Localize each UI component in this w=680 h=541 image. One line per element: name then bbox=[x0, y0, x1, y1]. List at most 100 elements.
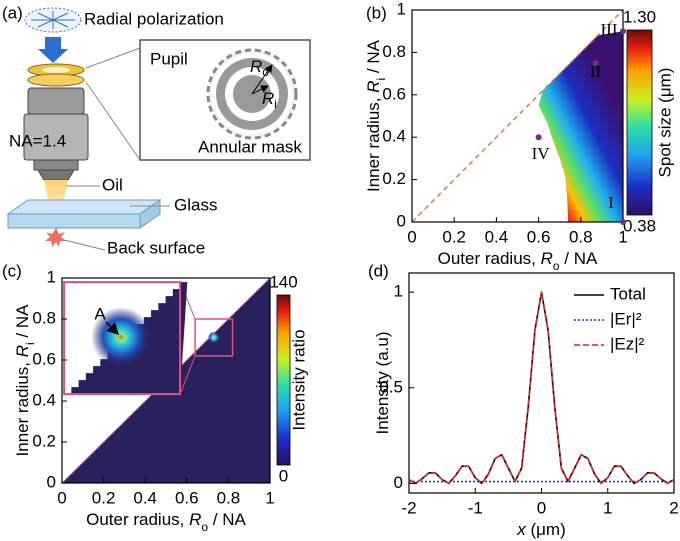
radius-arrow bbox=[251, 64, 273, 95]
hotspot bbox=[207, 331, 220, 344]
annotation-point bbox=[592, 60, 599, 66]
x-tick-label: 0 bbox=[407, 227, 416, 246]
diagram-label: Glass bbox=[174, 195, 217, 214]
diagram-label: Back surface bbox=[107, 238, 205, 257]
y-tick-label: 0.6 bbox=[382, 84, 406, 103]
x-tick-label: 1 bbox=[265, 488, 274, 507]
y-axis-label-part: Intensity (a.u) bbox=[373, 332, 392, 435]
glass-front bbox=[7, 213, 141, 229]
y-tick-label: 0.6 bbox=[32, 349, 56, 368]
legend-label: Total bbox=[610, 284, 646, 303]
x-axis-label-part: o bbox=[201, 520, 208, 534]
x-axis-label: x (μm) bbox=[516, 520, 566, 539]
x-tick-label: 0.4 bbox=[133, 488, 157, 507]
panel-label: (b) bbox=[366, 3, 387, 22]
annotation-point bbox=[535, 134, 542, 141]
colorbar bbox=[276, 294, 291, 466]
colorbar-label: Spot size (μm) bbox=[655, 68, 674, 178]
colorbar-label: Intensity ratio bbox=[289, 329, 308, 430]
annotation-label: IV bbox=[532, 144, 551, 163]
annotation-label: II bbox=[590, 62, 602, 81]
x-tick-label: 0.8 bbox=[217, 488, 241, 507]
diagram: Radial polarization Pupil Ro Ri Annular … bbox=[6, 7, 311, 257]
x-axis-label-part: R bbox=[541, 249, 553, 268]
annotation-arrow bbox=[105, 321, 120, 336]
x-tick-label: 1 bbox=[618, 227, 627, 246]
x-tick-label: 0.6 bbox=[175, 488, 199, 507]
y-tick-label: 0.5 bbox=[379, 377, 403, 396]
y-tick-label: 0.8 bbox=[32, 308, 56, 327]
y-tick-label: 0 bbox=[397, 211, 406, 230]
diagram-label: Pupil bbox=[150, 49, 188, 68]
x-axis-label-part: / NA bbox=[208, 510, 246, 529]
beam-arrow bbox=[38, 37, 68, 63]
legend-label: |Ez|² bbox=[610, 334, 645, 353]
mask-center bbox=[42, 67, 70, 73]
y-tick-label: 1 bbox=[394, 282, 403, 301]
y-tick-label: 1 bbox=[47, 267, 56, 286]
y-axis-label: Inner radius, Ri / NA bbox=[364, 39, 388, 192]
plot-frame bbox=[61, 277, 271, 484]
x-axis-label: Outer radius, Ro / NA bbox=[438, 249, 598, 273]
annotation-point bbox=[118, 334, 124, 340]
x-tick-label: 0.6 bbox=[527, 227, 551, 246]
y-tick-label: 0.8 bbox=[382, 42, 406, 61]
colorbar-tick-label: 0 bbox=[279, 466, 288, 485]
x-tick-label: 0 bbox=[537, 498, 546, 517]
radius-arrow bbox=[251, 85, 269, 95]
x-tick-label: 0.4 bbox=[485, 227, 509, 246]
y-tick-label: 1 bbox=[397, 0, 406, 18]
x-tick-label: -1 bbox=[468, 498, 483, 517]
plot-frame bbox=[408, 272, 675, 494]
x-axis-label-part: R bbox=[189, 510, 201, 529]
y-axis-label-part: R bbox=[364, 80, 383, 92]
zoom-box bbox=[194, 318, 234, 357]
x-tick-label: 0 bbox=[57, 488, 66, 507]
y-axis-label-part: i bbox=[23, 342, 37, 345]
x-axis-label-part: Outer radius, bbox=[438, 249, 541, 268]
y-tick-label: 0.4 bbox=[382, 127, 406, 146]
glass-side bbox=[139, 199, 161, 229]
colorbar-tick-label: 1.30 bbox=[623, 7, 656, 26]
objective-tip bbox=[37, 169, 75, 181]
y-axis-label-part: R bbox=[13, 345, 32, 357]
diagram-label: Annular mask bbox=[198, 137, 302, 156]
colorbar bbox=[626, 29, 653, 216]
y-axis-label-part: Inner radius, bbox=[13, 357, 32, 456]
legend-label: |Er|² bbox=[610, 309, 642, 328]
y-axis-label: Inner radius, Ri / NA bbox=[13, 304, 37, 457]
polarization-arrows bbox=[31, 11, 75, 29]
callout-line bbox=[63, 239, 106, 251]
annotation-label: III bbox=[601, 20, 618, 39]
inset-frame bbox=[63, 281, 182, 396]
objective bbox=[33, 159, 79, 171]
objective bbox=[27, 87, 85, 115]
diagram-label: Ro bbox=[250, 57, 269, 79]
plot-frame bbox=[411, 9, 624, 223]
glass-top bbox=[6, 199, 162, 215]
x-tick-label: 2 bbox=[669, 498, 678, 517]
y-axis-label-part: Inner radius, bbox=[364, 93, 383, 192]
diagram-label: NA=1.4 bbox=[9, 131, 66, 150]
callout-line bbox=[85, 47, 141, 69]
focus-spot bbox=[45, 228, 66, 247]
annotation-point bbox=[620, 28, 626, 35]
annotation-label: A bbox=[94, 305, 106, 324]
diagram-label: Radial polarization bbox=[84, 9, 224, 28]
y-tick-label: 0.4 bbox=[32, 390, 56, 409]
x-axis-label-part: (μm) bbox=[526, 520, 566, 539]
y-axis-label-part: / NA bbox=[13, 304, 32, 342]
y-tick-label: 0 bbox=[394, 473, 403, 492]
x-axis-label-part: Outer radius, bbox=[86, 510, 189, 529]
x-axis-label-part: o bbox=[553, 259, 560, 273]
x-tick-label: -2 bbox=[401, 498, 416, 517]
diagram-label: Ri bbox=[262, 89, 277, 111]
x-axis-label-part: / NA bbox=[560, 249, 598, 268]
x-axis-label-part: x bbox=[516, 520, 526, 539]
y-axis-label-part: i bbox=[374, 78, 388, 81]
heatmap-region bbox=[538, 31, 623, 223]
y-tick-label: 0.2 bbox=[382, 169, 406, 188]
y-tick-label: 0.2 bbox=[32, 431, 56, 450]
series-line bbox=[408, 291, 675, 485]
